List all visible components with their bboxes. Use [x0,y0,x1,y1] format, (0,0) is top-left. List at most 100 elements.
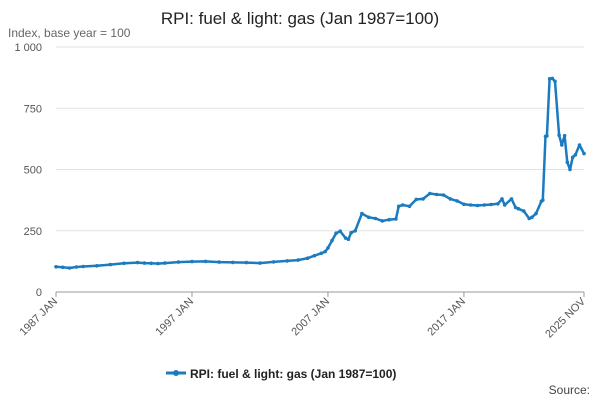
data-point[interactable] [428,191,432,196]
data-point[interactable] [54,265,58,269]
y-tick-label: 500 [24,165,42,177]
data-point[interactable] [258,261,262,265]
data-point[interactable] [560,143,564,147]
x-tick-label: 2017 JAN [425,296,468,339]
data-point[interactable] [553,79,557,84]
data-point[interactable] [353,229,358,233]
data-point[interactable] [394,217,398,221]
data-point[interactable] [190,259,194,264]
data-point[interactable] [373,216,378,221]
series-line [54,77,586,270]
data-point[interactable] [475,203,480,208]
data-point[interactable] [407,204,412,209]
data-point[interactable] [434,192,439,197]
data-point[interactable] [441,193,446,197]
x-tick-label: 1987 JAN [17,296,60,339]
data-point[interactable] [570,155,575,160]
data-point[interactable] [562,133,567,138]
data-point[interactable] [489,202,493,207]
data-point[interactable] [468,203,473,207]
data-point[interactable] [108,262,113,267]
data-point[interactable] [149,261,153,266]
data-point[interactable] [61,265,65,270]
y-axis-ticks: 0 250 500 750 1 000 [14,42,42,299]
data-point[interactable] [527,216,531,221]
data-point[interactable] [509,197,514,201]
data-point[interactable] [496,202,500,206]
data-point[interactable] [95,264,99,268]
data-point[interactable] [330,238,334,243]
data-point[interactable] [343,236,348,240]
data-point[interactable] [338,229,343,233]
data-point[interactable] [305,256,310,261]
data-point[interactable] [231,260,235,265]
data-point[interactable] [176,260,181,264]
gridlines [56,46,584,232]
data-point[interactable] [326,246,330,250]
data-point[interactable] [565,160,570,164]
data-point[interactable] [534,211,538,216]
source-label: Source: [549,383,590,397]
legend[interactable]: RPI: fuel & light: gas (Jan 1987=100) [166,367,396,381]
data-point[interactable] [163,261,167,265]
data-point[interactable] [296,258,300,262]
data-point[interactable] [455,199,459,203]
data-point[interactable] [516,206,521,211]
data-point[interactable] [482,203,487,207]
data-point[interactable] [81,264,85,269]
data-point[interactable] [74,265,79,269]
x-tick-label: 2025 NOV [543,295,588,340]
y-axis-label: Index, base year = 100 [8,26,131,40]
legend-entry: RPI: fuel & light: gas (Jan 1987=100) [190,367,396,381]
data-point[interactable] [462,202,466,207]
data-point[interactable] [67,266,72,270]
data-point[interactable] [323,249,328,254]
data-point[interactable] [203,259,208,264]
chart-title: RPI: fuel & light: gas (Jan 1987=100) [161,9,439,28]
data-point[interactable] [217,260,221,264]
data-point[interactable] [135,260,140,265]
data-point[interactable] [244,260,249,265]
data-point[interactable] [568,167,572,172]
data-point[interactable] [360,211,364,216]
data-point[interactable] [285,259,290,263]
data-point[interactable] [448,197,453,201]
data-point[interactable] [550,76,555,81]
data-point[interactable] [530,215,534,220]
data-point[interactable] [319,251,324,256]
data-point[interactable] [421,197,425,201]
data-point[interactable] [156,261,160,266]
x-axis-ticks: 1987 JAN 1997 JAN 2007 JAN 2017 JAN 2025 NOV [17,292,589,340]
data-point[interactable] [142,261,147,265]
series-group [54,76,586,270]
legend-marker [173,370,179,376]
data-point[interactable] [349,230,353,235]
y-tick-label: 1 000 [14,42,42,54]
data-point[interactable] [547,77,552,81]
data-point[interactable] [400,203,405,207]
data-point[interactable] [582,151,586,156]
data-point[interactable] [380,219,385,223]
data-point[interactable] [541,198,545,202]
data-point[interactable] [522,209,526,213]
data-point[interactable] [502,203,507,207]
y-tick-label: 0 [36,287,42,299]
y-tick-label: 750 [24,103,42,115]
data-point[interactable] [545,134,549,138]
data-point[interactable] [500,197,504,201]
data-point[interactable] [271,260,276,264]
data-point[interactable] [387,217,391,222]
data-point[interactable] [577,143,582,147]
data-point[interactable] [346,237,351,242]
data-point[interactable] [557,133,561,137]
data-point[interactable] [414,197,419,202]
x-tick-label: 2007 JAN [289,296,332,339]
data-point[interactable] [334,231,338,235]
data-point[interactable] [312,253,317,258]
data-point[interactable] [366,215,371,220]
data-point[interactable] [396,204,401,209]
data-point[interactable] [513,205,518,210]
data-point[interactable] [122,261,126,266]
data-point[interactable] [573,153,578,157]
